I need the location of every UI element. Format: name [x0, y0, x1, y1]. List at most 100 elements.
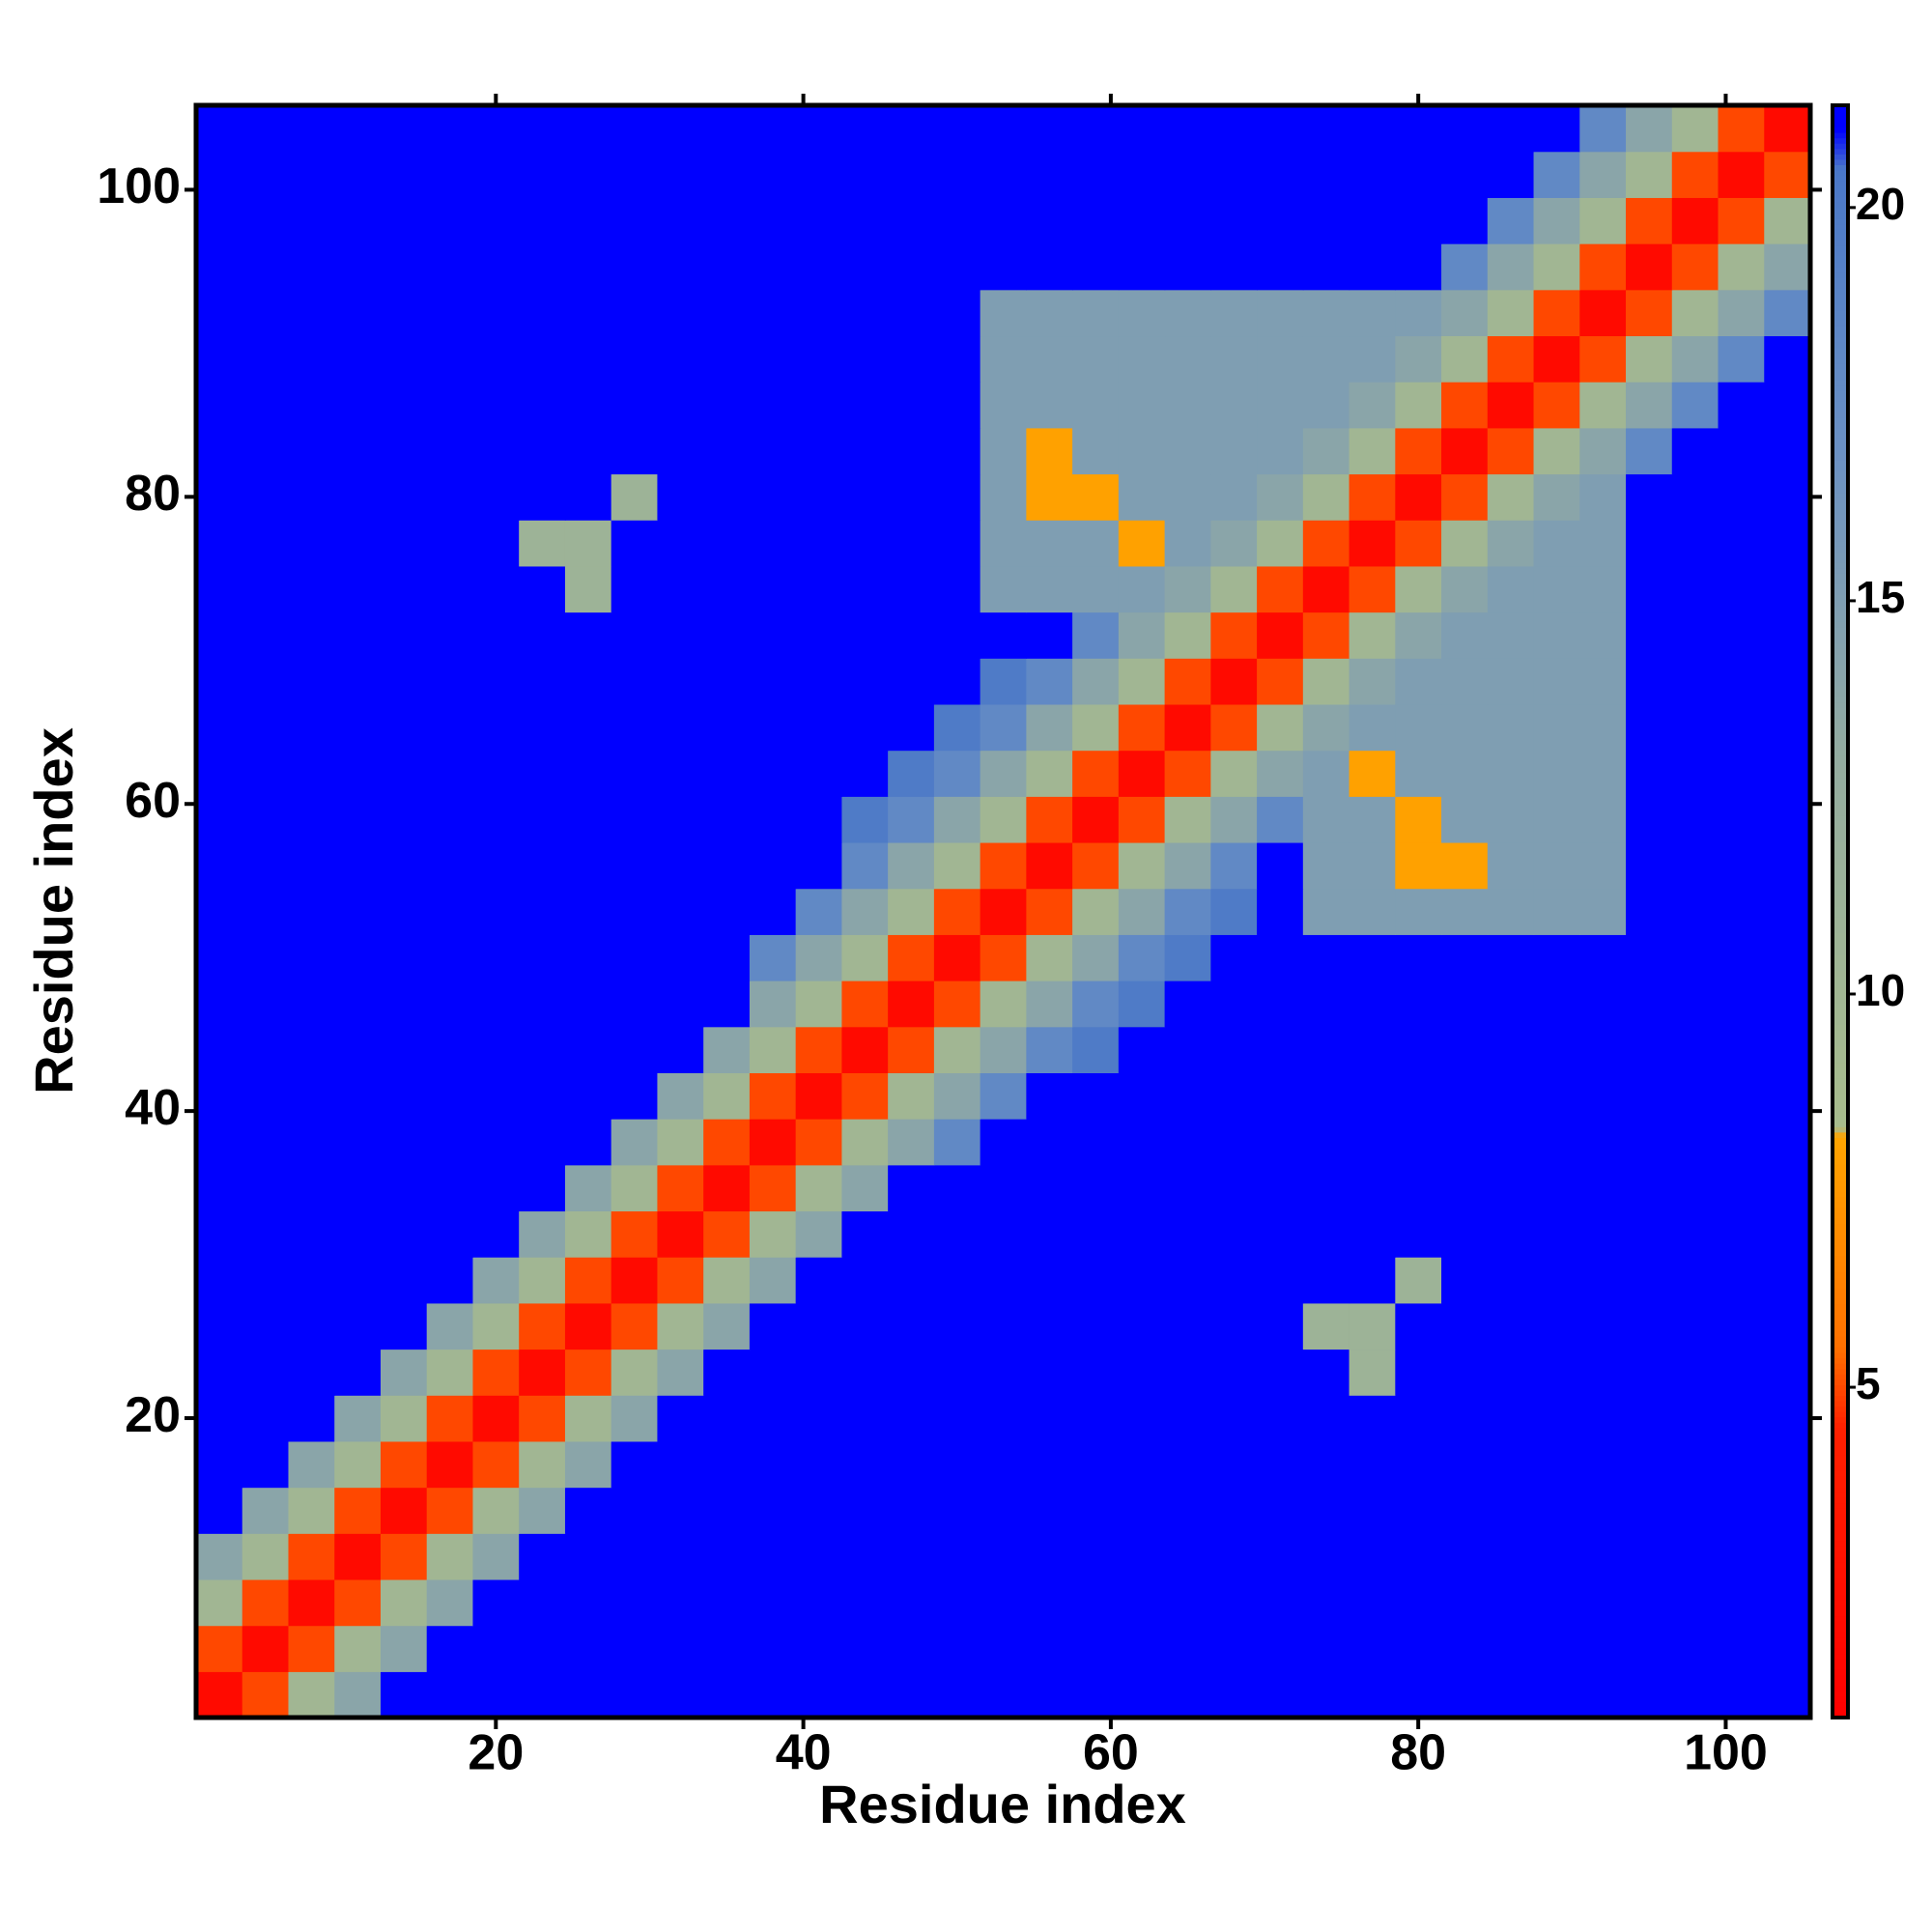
colorbar-slice	[1833, 905, 1848, 913]
heatmap-cell	[242, 1210, 290, 1258]
colorbar-slice	[1833, 943, 1848, 951]
heatmap-cell	[426, 1257, 474, 1304]
colorbar-slice	[1833, 637, 1848, 644]
heatmap-cell	[564, 934, 612, 981]
colorbar-slice	[1833, 970, 1848, 978]
heatmap-cell	[242, 980, 290, 1028]
colorbar-slice	[1833, 831, 1848, 838]
heatmap-cell	[1718, 289, 1765, 337]
heatmap-cell	[334, 703, 382, 752]
heatmap-cell	[288, 520, 335, 567]
heatmap-cell	[242, 565, 290, 613]
colorbar-slice	[1833, 857, 1848, 865]
heatmap-cell	[564, 1487, 612, 1534]
colorbar-slice	[1833, 1298, 1848, 1305]
colorbar-slice	[1833, 1443, 1848, 1450]
heatmap-cell	[380, 888, 428, 935]
heatmap-cell	[426, 565, 474, 613]
heatmap-cell	[242, 611, 290, 659]
colorbar-slice	[1833, 352, 1848, 359]
colorbar-slice	[1833, 1712, 1848, 1719]
heatmap-cell	[841, 1487, 889, 1534]
heatmap-cell	[841, 151, 889, 198]
heatmap-cell	[196, 427, 243, 475]
heatmap-cell	[242, 796, 290, 843]
heatmap-cell	[611, 934, 659, 981]
colorbar-slice	[1833, 1668, 1848, 1676]
colorbar-slice	[1833, 191, 1848, 198]
heatmap-cell	[657, 289, 704, 337]
heatmap-cell	[1764, 934, 1811, 981]
heatmap-cell	[1118, 1257, 1166, 1304]
heatmap-cell	[288, 1395, 335, 1442]
heatmap-cell	[1487, 611, 1535, 659]
heatmap-cell	[1533, 1210, 1580, 1258]
heatmap-cell	[703, 1119, 751, 1166]
heatmap-cell	[703, 197, 751, 244]
heatmap-cell	[1441, 1440, 1489, 1489]
heatmap-cell	[1718, 382, 1765, 429]
heatmap-cell	[334, 1487, 382, 1534]
heatmap-cell	[933, 1625, 981, 1672]
heatmap-cell	[888, 611, 935, 659]
colorbar-slice	[1833, 314, 1848, 322]
heatmap-cell	[1302, 1349, 1350, 1396]
heatmap-cell	[795, 888, 842, 935]
heatmap-cell	[426, 703, 474, 752]
heatmap-cell	[380, 382, 428, 429]
colorbar-slice	[1833, 1324, 1848, 1332]
heatmap-cell	[749, 382, 797, 429]
heatmap-cell	[1718, 427, 1765, 475]
heatmap-cell	[564, 611, 612, 659]
heatmap-cell	[196, 934, 243, 981]
heatmap-cell	[1395, 1210, 1442, 1258]
heatmap-cell	[1257, 1671, 1304, 1719]
heatmap-cell	[1026, 1671, 1073, 1719]
colorbar-slice	[1833, 1470, 1848, 1477]
heatmap-cell	[472, 1440, 520, 1489]
heatmap-cell	[657, 934, 704, 981]
colorbar-slice	[1833, 922, 1848, 928]
heatmap-cell	[1487, 658, 1535, 705]
colorbar-slice	[1833, 298, 1848, 305]
colorbar-slice	[1833, 1620, 1848, 1628]
heatmap-cell	[472, 1578, 520, 1627]
colorbar-slice	[1833, 131, 1848, 139]
heatmap-cell	[1718, 1257, 1765, 1304]
heatmap-cell	[1349, 750, 1396, 797]
heatmap-cell	[426, 105, 474, 153]
heatmap-cell	[1579, 1671, 1627, 1719]
heatmap-cell	[1349, 1257, 1396, 1304]
heatmap-cell	[795, 796, 842, 843]
heatmap-cell	[749, 1533, 797, 1580]
heatmap-cell	[1072, 750, 1120, 797]
heatmap-cell	[1579, 151, 1627, 198]
colorbar-slice	[1833, 1599, 1848, 1605]
heatmap-cell	[1671, 934, 1719, 981]
heatmap-cell	[1626, 841, 1673, 890]
colorbar-slice	[1833, 1152, 1848, 1160]
colorbar-slice	[1833, 696, 1848, 703]
heatmap-cell	[841, 520, 889, 567]
heatmap-cell	[1349, 1072, 1396, 1120]
heatmap-cell	[1349, 611, 1396, 659]
heatmap-cell	[472, 473, 520, 521]
heatmap-cell	[380, 1026, 428, 1073]
heatmap-cell	[1118, 1302, 1166, 1350]
heatmap-cell	[1302, 1302, 1350, 1350]
heatmap-cell	[795, 1164, 842, 1212]
heatmap-cell	[1671, 658, 1719, 705]
heatmap-cell	[888, 1072, 935, 1120]
heatmap-cell	[1533, 934, 1580, 981]
heatmap-cell	[1533, 1257, 1580, 1304]
heatmap-cell	[1164, 197, 1211, 244]
heatmap-cell	[703, 1533, 751, 1580]
heatmap-cell	[334, 750, 382, 797]
heatmap-cell	[749, 1164, 797, 1212]
heatmap-cell	[703, 1072, 751, 1120]
heatmap-cell	[1210, 1625, 1258, 1672]
heatmap-cell	[1072, 1578, 1120, 1627]
heatmap-cell	[1579, 427, 1627, 475]
heatmap-cell	[334, 888, 382, 935]
colorbar-slice	[1833, 846, 1848, 854]
